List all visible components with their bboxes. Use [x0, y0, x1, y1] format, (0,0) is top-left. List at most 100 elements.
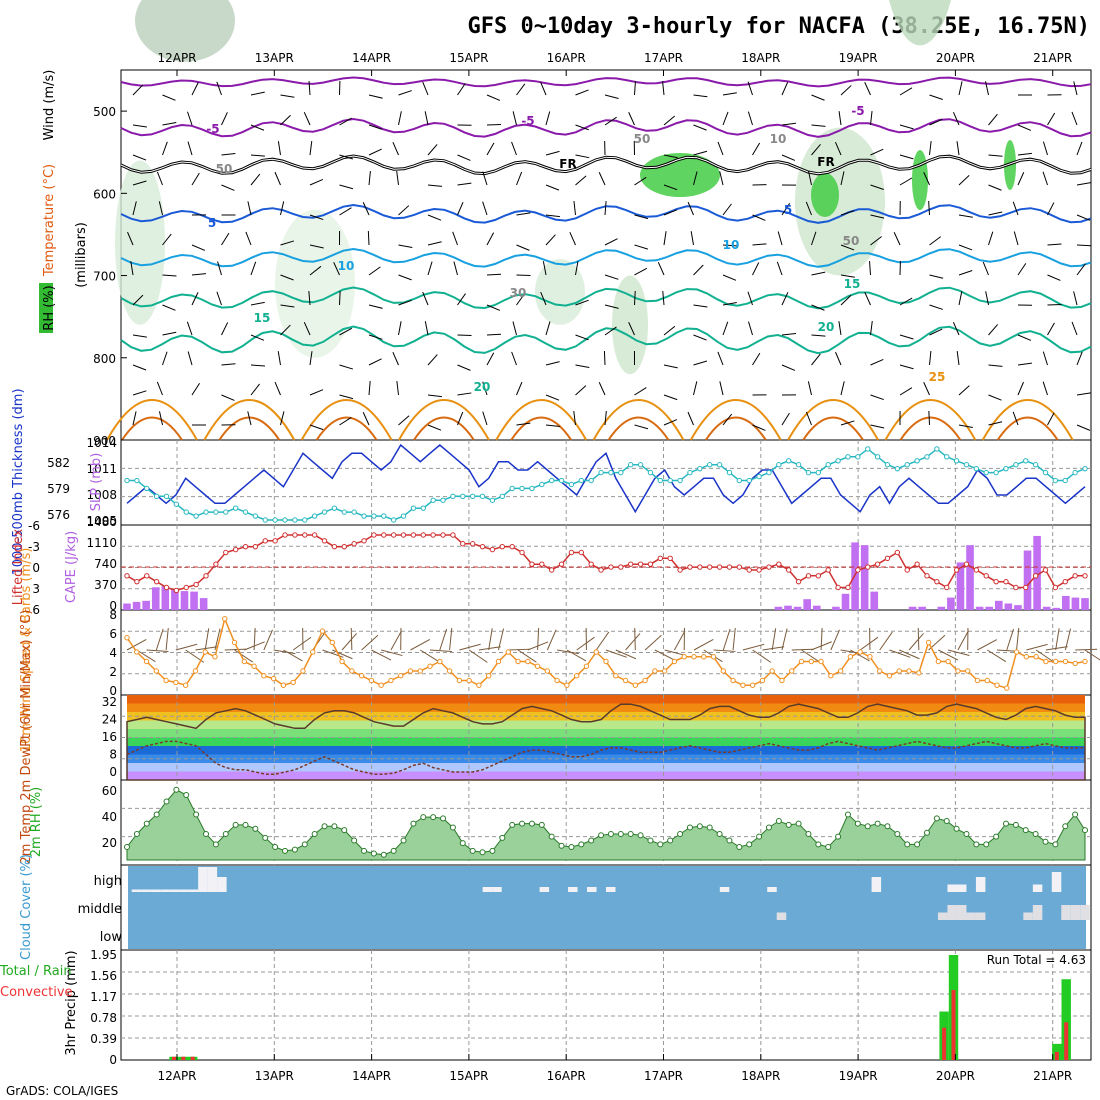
wind10-barb: [410, 639, 431, 651]
rh2m-point: [923, 829, 930, 836]
wind-barb: [722, 321, 729, 336]
temp-band: [127, 703, 1085, 712]
contour-25: [787, 399, 879, 441]
wind-barb: [840, 274, 855, 278]
wind-barb: [368, 124, 383, 130]
wind-barb: [221, 184, 235, 191]
wind-barb: [569, 231, 576, 246]
upper-air-plot: -5 -5 -5 FR FR 5 5 10 10 15 15 20 20 25 50 50 10 30 50: [106, 0, 1092, 441]
wind10-speed-line-point: [916, 670, 922, 676]
precip-conv-bar: [951, 990, 956, 1060]
wind-barb: [247, 201, 252, 216]
wind-barb: [899, 154, 914, 160]
wind10-speed-line-point: [837, 668, 844, 674]
wind-barb: [928, 410, 930, 426]
lifted-index-line-point: [815, 573, 822, 579]
cape-bar: [199, 598, 208, 610]
wind-barb: [362, 412, 370, 426]
cape-bar: [870, 591, 879, 610]
cloud-high-bar: [492, 887, 502, 892]
pressure-tick-label: 800: [93, 352, 116, 366]
wind-barb: [457, 411, 464, 426]
wind-barb: [722, 92, 737, 96]
ylabel-temperature: Temperature (°C): [42, 164, 57, 277]
rh2m-point: [914, 841, 921, 848]
wind-barb: [722, 203, 732, 216]
rh2m-point: [963, 831, 970, 837]
cape-bar: [985, 606, 994, 610]
slp-line-point: [272, 517, 278, 523]
wind10-barb: [664, 649, 687, 657]
wind-barb: [717, 351, 724, 366]
wind-barb: [1017, 124, 1032, 131]
wind-barb: [1076, 214, 1091, 221]
contour-label: 50: [216, 162, 233, 176]
wind-barb: [540, 81, 547, 96]
wind-barb: [1012, 201, 1019, 216]
rh2m-point: [262, 834, 269, 841]
wind-barb: [988, 184, 1002, 191]
cloud-high-bar: [198, 867, 208, 892]
date-label-top: 21APR: [1033, 51, 1072, 65]
temp-band: [127, 746, 1085, 755]
rh2m-point: [301, 841, 308, 848]
wind-barb: [1076, 244, 1092, 247]
ylabel-rh2m: 2m RH (%): [29, 787, 44, 858]
wind10-speed-line-point: [828, 673, 834, 679]
lifted-index-line-point: [845, 584, 851, 591]
wind10-speed-line-point: [466, 677, 472, 684]
wind-barb: [250, 301, 265, 306]
rh2m-point: [242, 821, 249, 828]
wind-barb: [392, 141, 399, 156]
slp-line-point: [252, 513, 259, 519]
wind10-speed-line-point: [1082, 658, 1088, 665]
contour-label: 5: [208, 216, 216, 230]
wind10-speed-line-point: [505, 649, 511, 655]
slp-line-point: [1052, 477, 1059, 484]
lifted-index-line-point: [252, 543, 259, 550]
rh2m-point: [657, 841, 664, 848]
lifted-index-line-point: [144, 573, 150, 579]
contour-label: 15: [844, 277, 861, 291]
ylabel-pressure: (millibars): [74, 222, 89, 288]
contour-25: [884, 399, 977, 441]
wind-barb: [159, 411, 163, 426]
wind-barb: [427, 424, 442, 431]
thickness-line: [126, 443, 1086, 514]
wind10-barb: [273, 649, 296, 655]
wind10-barb: [713, 649, 736, 652]
wind-barb: [1042, 381, 1048, 396]
lifted-index-line-point: [321, 538, 328, 544]
lifted-index-line-point: [1003, 578, 1009, 585]
pressure-tick-label: 700: [93, 270, 116, 284]
lifted-index-line-point: [509, 543, 515, 550]
wind-barb: [280, 240, 295, 246]
cloud-middle-bar: [947, 905, 957, 920]
slp-line-point: [835, 458, 841, 464]
rh2m-point: [331, 823, 338, 830]
slp-line-point: [203, 509, 209, 515]
lifted-index-line-point: [381, 532, 387, 538]
cape-bar: [1081, 598, 1089, 610]
lifted-index-line-point: [203, 573, 209, 579]
cape-bar: [171, 589, 179, 610]
rh2m-point: [351, 837, 358, 844]
lifted-index-line-point: [707, 564, 713, 570]
rh2m-point: [370, 850, 377, 857]
wind10-barb: [371, 649, 392, 661]
wind-barb: [952, 321, 960, 336]
wind-barb: [482, 411, 488, 426]
wind10-speed-line-point: [652, 668, 658, 674]
rh2m-point: [726, 837, 733, 844]
li-tick-label: 3: [32, 582, 40, 596]
wind10-barb: [977, 639, 998, 651]
wind-barb: [598, 172, 606, 186]
wind-barb: [158, 201, 163, 216]
wind10-barb: [361, 634, 379, 651]
wind-barb: [339, 394, 354, 400]
wind-barb: [486, 304, 501, 311]
wind-barb: [663, 115, 676, 126]
rh2m-point: [558, 842, 565, 849]
cape-bar: [966, 545, 974, 610]
slp-line-point: [1082, 465, 1088, 472]
